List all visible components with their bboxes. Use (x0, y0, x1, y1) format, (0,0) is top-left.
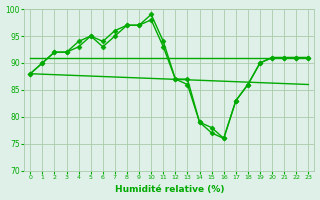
X-axis label: Humidité relative (%): Humidité relative (%) (115, 185, 224, 194)
